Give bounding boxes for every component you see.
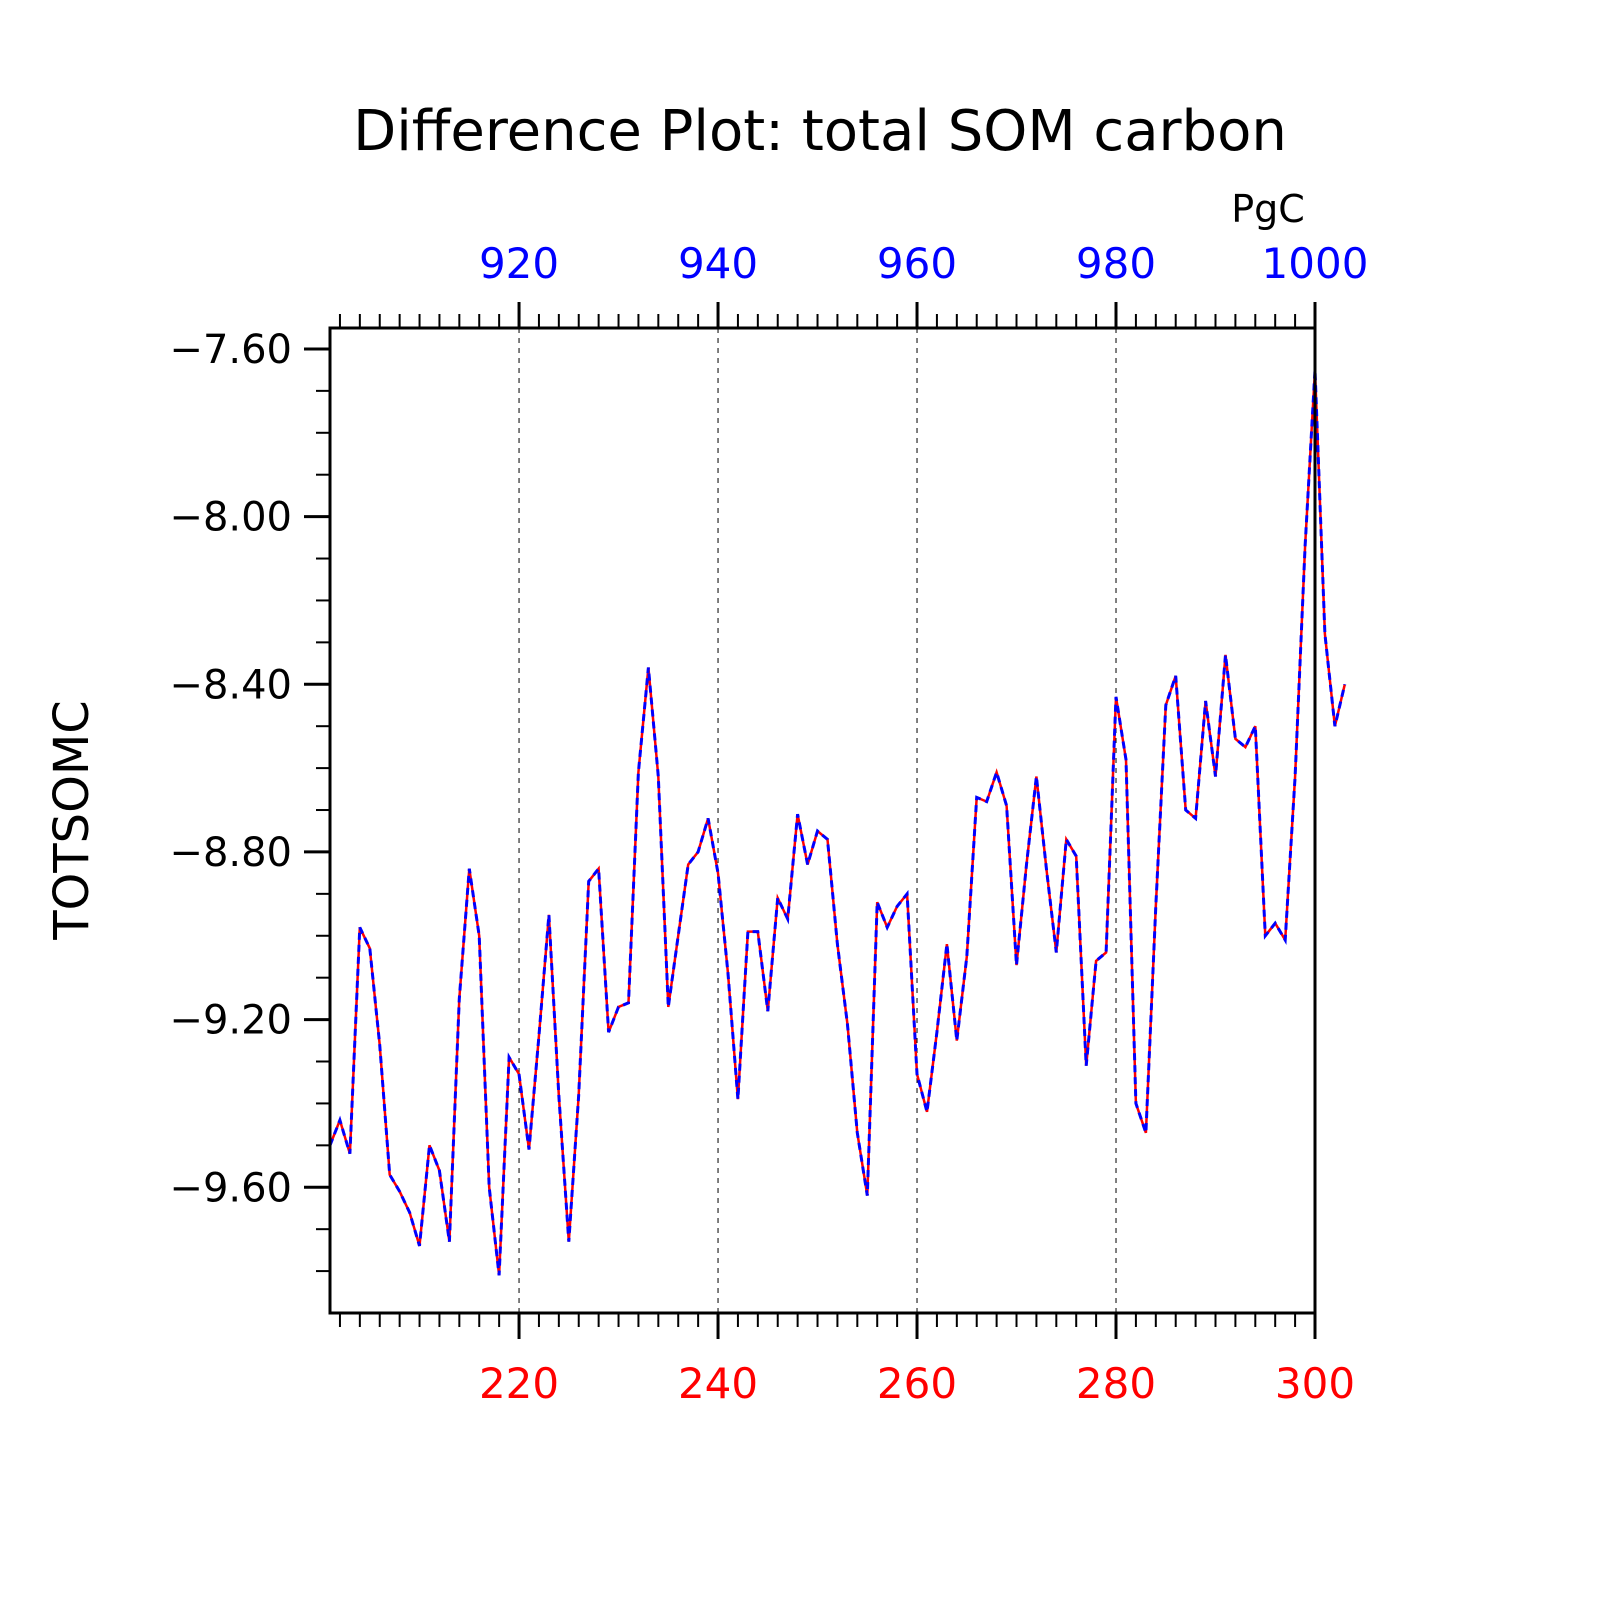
series-line-2 [328, 369, 1347, 1276]
units-label: PgC [1231, 187, 1305, 231]
x-tick-label-top: 980 [1076, 239, 1156, 288]
axes [328, 326, 1317, 1315]
y-tick-label: −8.00 [169, 495, 292, 541]
plot-frame [328, 326, 1317, 1315]
x-tick-label-top: 920 [479, 239, 559, 288]
x-tick-label-bottom: 240 [678, 1359, 758, 1408]
gridlines [518, 328, 1117, 1313]
x-tick-label-bottom: 220 [479, 1359, 559, 1408]
x-tick-label-bottom: 280 [1076, 1359, 1156, 1408]
x-tick-label-bottom: 260 [877, 1359, 957, 1408]
x-tick-label-bottom: 300 [1275, 1359, 1355, 1408]
tick-labels: −7.60 −8.00 −8.40 −8.80 −9.20 −9.60 220 240 260 2… [169, 239, 1368, 1408]
y-tick-label: −7.60 [169, 327, 292, 373]
y-tick-label: −8.40 [169, 662, 292, 708]
y-axis-label: TOTSOMC [44, 700, 100, 941]
x-tick-label-top: 940 [678, 239, 758, 288]
y-tick-label: −8.80 [169, 830, 292, 876]
series-group [328, 369, 1347, 1276]
tick-marks [304, 302, 1317, 1339]
x-tick-label-top: 1000 [1262, 239, 1369, 288]
y-tick-label: −9.20 [169, 998, 292, 1044]
series-line-1 [328, 369, 1347, 1276]
x-tick-label-top: 960 [877, 239, 957, 288]
chart-title: Difference Plot: total SOM carbon [353, 99, 1287, 164]
y-tick-label: −9.60 [169, 1165, 292, 1211]
